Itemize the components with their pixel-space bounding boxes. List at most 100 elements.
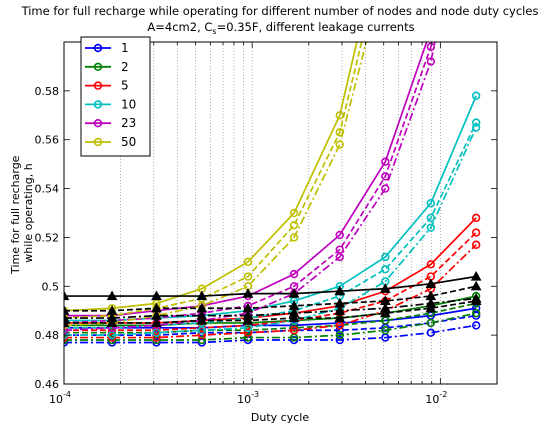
series-line [64,122,477,329]
series-line [64,244,477,339]
data-point [152,333,161,342]
data-point [197,326,207,335]
series-reference [64,270,482,328]
data-point [242,288,254,298]
legend-marker [93,118,103,128]
axis-ticks: 10-4 10-3 10-2 0.46 0.48 0.5 0.52 0.54 0.56 0.58 [35,42,498,406]
data-point [335,330,344,340]
series-line [64,42,428,317]
series-line [64,300,477,324]
data-point [289,233,299,242]
series-line [64,285,477,312]
series-layer [64,26,482,347]
data-point [471,213,481,223]
y-axis-label-line-1: Time for full recharge [9,155,22,275]
series-line [64,314,477,336]
data-point [288,312,300,323]
series-line [64,307,477,329]
data-point [427,26,434,33]
data-point [197,335,207,345]
data-point [470,270,482,281]
data-point [470,295,482,306]
series-23 [64,26,436,335]
series-line [64,127,477,336]
data-point [381,326,390,335]
y-tick-label: 0.54 [35,183,60,196]
data-point [106,290,118,301]
legend-marker [93,43,103,53]
series-line [64,42,363,319]
series-line [64,42,436,332]
data-point [106,317,118,328]
x-tick-label: 10-4 [49,390,71,406]
legend-label: 10 [121,97,136,111]
y-tick-label: 0.5 [42,280,60,293]
legend-label: 1 [121,41,129,55]
y-tick-label: 0.58 [35,85,60,98]
data-point [335,230,344,240]
data-point [379,307,391,318]
data-point [335,252,344,262]
data-point [289,326,299,335]
legend-marker [93,100,103,109]
data-point [151,317,162,328]
data-point [471,228,481,237]
axes-box [63,41,498,385]
data-point [243,272,253,281]
x-tick-label: 10-2 [425,390,447,406]
data-point [381,184,390,193]
data-point [289,269,299,279]
data-point [470,280,482,291]
data-point [64,290,70,301]
data-point [471,118,481,127]
data-point [335,326,344,335]
series-line [64,324,477,344]
legend-label: 5 [121,79,129,93]
x-tick-label: 10-3 [237,390,259,406]
data-point [151,290,162,301]
data-point [426,328,436,337]
chart-subtitle: A=4cm2, Cs=0.35F, different leakage curr… [147,20,414,36]
series-line [64,275,477,297]
legend-label: 50 [121,135,136,149]
y-tick-label: 0.52 [35,231,60,244]
data-point [381,264,390,274]
legend-box [80,36,151,157]
data-point [426,223,436,232]
y-tick-label: 0.56 [35,134,60,147]
data-point [196,314,208,325]
y-axis-label: Time for full recharge while operating, … [9,152,35,275]
data-point [471,240,481,249]
data-point [471,321,481,330]
data-point [379,283,391,293]
data-point [426,199,436,208]
legend-marker [93,62,103,72]
data-point [426,260,436,269]
data-point [426,57,436,66]
series-line [64,217,477,324]
data-point [471,308,481,318]
series-line [64,42,368,327]
y-tick-label: 0.48 [35,329,60,342]
data-point [289,221,299,230]
legend-label: 2 [121,60,129,74]
series-line [64,295,477,327]
data-point [242,314,254,325]
data-point [197,330,207,340]
data-point [196,290,208,301]
series-line [64,231,477,332]
y-tick-label: 0.46 [35,378,60,391]
data-point [64,326,69,335]
chart-title: Time for full recharge while operating f… [21,4,539,18]
data-point [243,328,253,337]
data-point [471,123,481,132]
data-point [471,91,481,100]
series-line [64,312,477,341]
data-point [425,302,437,313]
data-point [335,140,344,149]
data-point [289,208,299,218]
data-point [64,305,70,315]
data-point [243,257,253,267]
legend-marker [93,81,103,90]
